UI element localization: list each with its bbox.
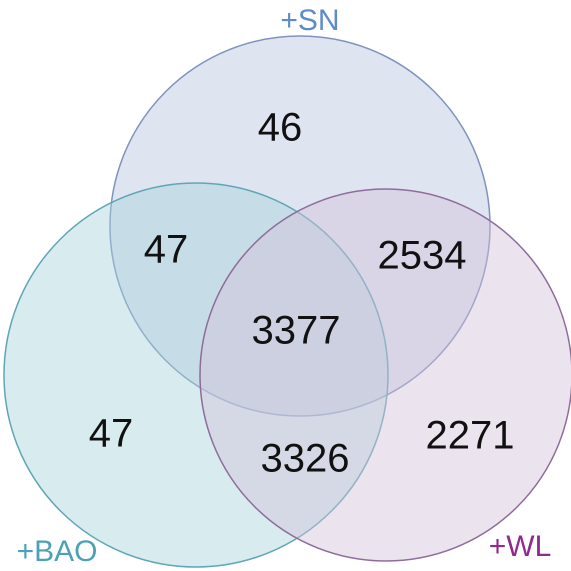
region-count: 3326 (261, 437, 350, 481)
set-circle (109, 35, 491, 417)
region-count: 3377 (252, 309, 341, 353)
region-count: 47 (144, 228, 189, 272)
region-count: 2534 (378, 234, 467, 278)
region-count: 47 (89, 412, 134, 456)
set-circle (3, 182, 389, 568)
region-count: 2271 (426, 414, 515, 458)
region-count: 46 (258, 106, 303, 150)
set-label: +WL (489, 530, 552, 563)
set-label: +SN (280, 4, 339, 37)
set-label: +BAO (17, 535, 98, 568)
set-circle (199, 188, 571, 562)
